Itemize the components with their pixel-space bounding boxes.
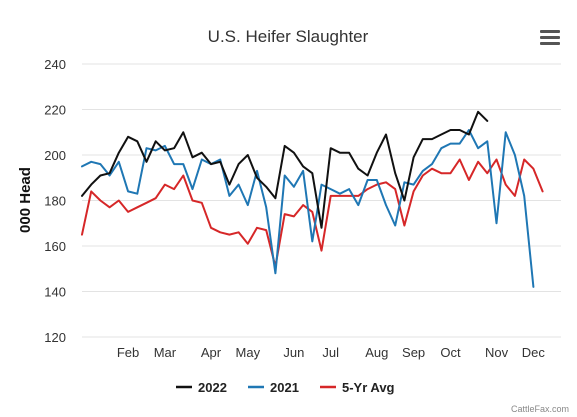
- x-tick-label: Apr: [201, 345, 222, 360]
- y-tick-label: 200: [44, 148, 66, 163]
- x-tick-label: Aug: [365, 345, 388, 360]
- y-tick-label: 240: [44, 57, 66, 72]
- legend-item[interactable]: 2021: [248, 380, 299, 395]
- y-tick-label: 120: [44, 330, 66, 345]
- x-tick-label: Oct: [440, 345, 461, 360]
- x-axis: Feb Mar Apr May Jun Jul Aug Sep Oct Nov Dec: [117, 345, 546, 360]
- x-tick-label: Jun: [283, 345, 304, 360]
- y-tick-label: 160: [44, 239, 66, 254]
- legend-label: 2022: [198, 380, 227, 395]
- legend-label: 2021: [270, 380, 299, 395]
- series-line-5-yr-avg: [81, 158, 544, 268]
- y-axis: 120 140 160 180 200 220 240: [44, 57, 66, 345]
- legend-item[interactable]: 5-Yr Avg: [320, 380, 395, 395]
- menu-bar: [540, 30, 560, 33]
- menu-bar: [540, 42, 560, 45]
- x-tick-label: Sep: [402, 345, 425, 360]
- x-tick-label: May: [236, 345, 261, 360]
- legend-item[interactable]: 2022: [176, 380, 227, 395]
- x-tick-label: Dec: [522, 345, 546, 360]
- legend[interactable]: 2022 2021 5-Yr Avg: [176, 380, 395, 395]
- x-tick-label: Mar: [154, 345, 177, 360]
- series-line-2022: [81, 110, 489, 229]
- series-line-2021: [81, 129, 535, 288]
- y-tick-label: 220: [44, 103, 66, 118]
- hamburger-menu-icon[interactable]: [540, 30, 560, 48]
- grid-lines: [82, 63, 561, 338]
- x-tick-label: Nov: [485, 345, 509, 360]
- x-tick-label: Feb: [117, 345, 139, 360]
- y-axis-title: 000 Head: [17, 167, 34, 233]
- y-tick-label: 180: [44, 194, 66, 209]
- source-credit[interactable]: CattleFax.com: [510, 404, 569, 414]
- y-tick-label: 140: [44, 285, 66, 300]
- chart-title: U.S. Heifer Slaughter: [208, 27, 369, 46]
- menu-bar: [540, 36, 560, 39]
- series-lines: [81, 110, 544, 288]
- x-tick-label: Jul: [322, 345, 339, 360]
- legend-label: 5-Yr Avg: [342, 380, 395, 395]
